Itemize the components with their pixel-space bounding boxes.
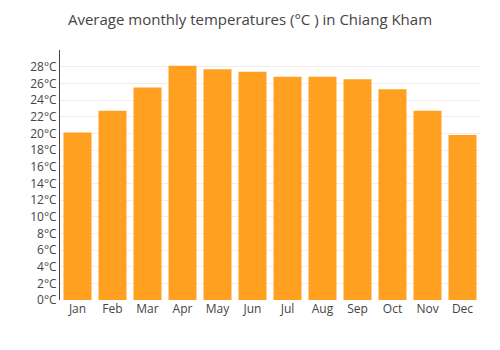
svg-text:Sep: Sep bbox=[347, 300, 368, 317]
svg-text:Jan: Jan bbox=[68, 300, 86, 317]
svg-text:Feb: Feb bbox=[102, 300, 122, 317]
svg-text:Oct: Oct bbox=[383, 300, 402, 317]
svg-text:8°C: 8°C bbox=[37, 225, 57, 242]
svg-text:24°C: 24°C bbox=[30, 91, 57, 108]
svg-text:Dec: Dec bbox=[452, 300, 473, 317]
svg-text:16°C: 16°C bbox=[30, 158, 57, 175]
svg-text:0°C: 0°C bbox=[37, 291, 57, 308]
svg-text:Average monthly temperatures (: Average monthly temperatures (°C ) in Ch… bbox=[68, 9, 432, 29]
svg-text:4°C: 4°C bbox=[37, 258, 57, 275]
svg-text:28°C: 28°C bbox=[30, 58, 57, 75]
svg-text:Aug: Aug bbox=[312, 300, 334, 317]
svg-text:14°C: 14°C bbox=[30, 175, 57, 192]
svg-text:Jul: Jul bbox=[280, 300, 295, 317]
svg-text:22°C: 22°C bbox=[30, 108, 57, 125]
svg-text:20°C: 20°C bbox=[30, 125, 57, 142]
svg-text:2°C: 2°C bbox=[37, 275, 57, 292]
svg-text:6°C: 6°C bbox=[37, 241, 57, 258]
svg-text:Apr: Apr bbox=[173, 300, 193, 317]
svg-text:May: May bbox=[206, 300, 230, 317]
svg-text:Mar: Mar bbox=[136, 300, 158, 317]
svg-text:Jun: Jun bbox=[243, 300, 262, 317]
svg-text:10°C: 10°C bbox=[30, 208, 57, 225]
svg-text:18°C: 18°C bbox=[30, 141, 57, 158]
svg-text:26°C: 26°C bbox=[30, 75, 57, 92]
svg-text:Nov: Nov bbox=[416, 300, 438, 317]
svg-text:12°C: 12°C bbox=[30, 191, 57, 208]
